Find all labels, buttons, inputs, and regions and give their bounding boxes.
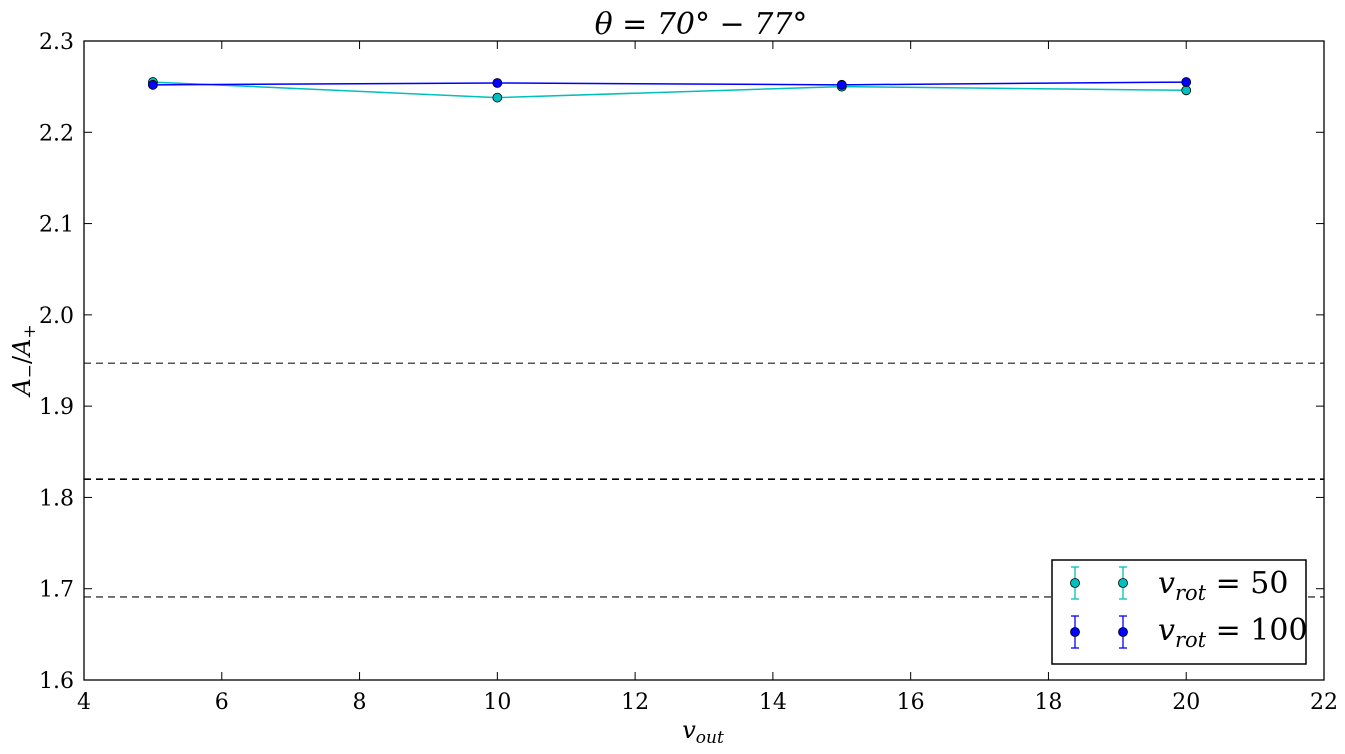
series-line-0 <box>152 81 1187 99</box>
axes: 4 6 8 10 12 14 16 18 20 22 1.6 1.7 1.8 1.9 2.0 2.1 2.2 2.… <box>39 30 1338 715</box>
legend-entry-vrot-100 <box>1070 615 1128 649</box>
x-tick-label: 4 <box>77 690 91 715</box>
legend-marker <box>1070 627 1080 637</box>
legend-marker <box>1118 578 1128 588</box>
plot-area <box>84 77 1324 598</box>
data-point-1-3 <box>1181 77 1192 87</box>
y-tick-label: 2.1 <box>39 213 74 238</box>
x-tick-label: 16 <box>897 690 925 715</box>
y-tick-label: 1.9 <box>39 395 74 420</box>
x-tick-label: 14 <box>759 690 787 715</box>
data-point-0-3 <box>1181 85 1192 96</box>
y-axis-label: A−/A+ <box>8 324 40 397</box>
legend-marker <box>1070 578 1080 588</box>
y-tick-label: 1.7 <box>39 578 74 603</box>
x-tick-label: 8 <box>353 690 367 715</box>
x-axis-label: vout <box>682 716 724 748</box>
y-tick-label: 1.6 <box>39 669 74 694</box>
y-tick-label: 1.8 <box>39 486 74 511</box>
data-point-1-1 <box>492 78 503 88</box>
y-tick-label: 2.2 <box>39 121 74 146</box>
legend: vrot = 50 vrot = 100 <box>1051 559 1308 665</box>
y-tick-label: 2.0 <box>39 304 74 329</box>
x-tick-label: 12 <box>621 690 649 715</box>
x-tick-label: 22 <box>1310 690 1338 715</box>
plot-frame <box>83 40 1325 681</box>
x-tick-label: 18 <box>1034 690 1062 715</box>
data-point-1-0 <box>147 79 158 90</box>
series-line-1 <box>152 81 1187 86</box>
legend-entry-vrot-50 <box>1070 566 1128 600</box>
chart-title: θ = 70° − 77° <box>595 7 808 42</box>
x-tick-label: 10 <box>483 690 511 715</box>
x-tick-label: 20 <box>1172 690 1200 715</box>
legend-marker <box>1118 627 1128 637</box>
legend-label-vrot-100: vrot = 100 <box>1158 613 1308 652</box>
legend-label-vrot-50: vrot = 50 <box>1158 566 1288 605</box>
data-point-1-2 <box>836 79 847 90</box>
data-point-0-1 <box>492 92 503 103</box>
x-tick-label: 6 <box>215 690 229 715</box>
legend-box <box>1051 559 1307 665</box>
y-tick-label: 2.3 <box>39 30 74 55</box>
